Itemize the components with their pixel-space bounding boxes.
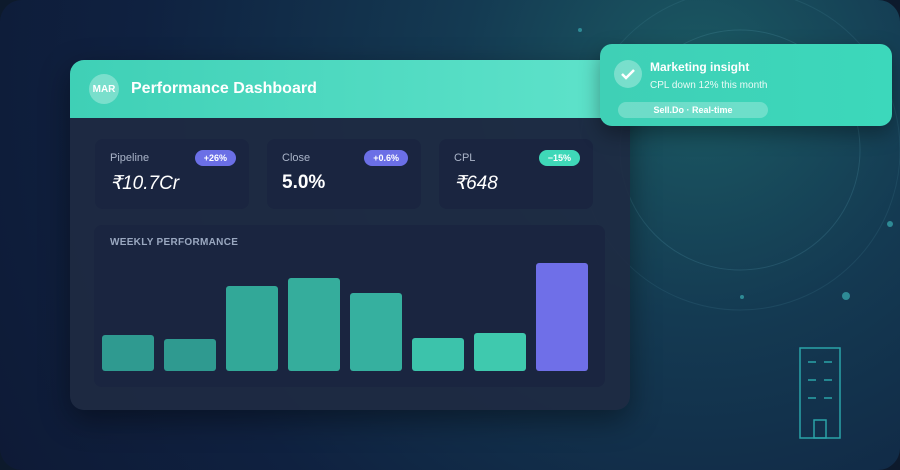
chart-panel: WEEKLY PERFORMANCE xyxy=(94,225,605,387)
kpi-card: Close 5.0% +0.6% xyxy=(267,139,421,209)
chart-title: WEEKLY PERFORMANCE xyxy=(110,237,239,248)
header: MAR Performance Dashboard xyxy=(70,60,630,118)
kpi-value: ₹10.7Cr xyxy=(110,173,180,194)
bar xyxy=(226,286,278,371)
kpi-badge: −15% xyxy=(538,150,580,166)
kpi-label: Pipeline xyxy=(110,152,150,164)
notification-title: Marketing insight xyxy=(650,60,750,74)
avatar: MAR xyxy=(89,74,119,104)
dashboard-card: MAR Performance Dashboard Pipeline ₹10.7C… xyxy=(70,60,630,410)
notification-tag: Sell.Do · Real-time xyxy=(618,102,768,118)
dashboard-title: Performance Dashboard xyxy=(131,80,317,97)
bar xyxy=(412,338,464,371)
notification[interactable]: Marketing insight CPL down 12% this mont… xyxy=(600,44,892,126)
kpi-card: Pipeline ₹10.7Cr +26% xyxy=(95,139,249,209)
kpi-label: CPL xyxy=(454,152,476,164)
bar xyxy=(536,263,588,371)
bar xyxy=(164,339,216,371)
bar-chart xyxy=(102,263,588,371)
bar xyxy=(474,333,526,371)
notification-text: CPL down 12% this month xyxy=(650,80,768,91)
check-icon xyxy=(614,60,642,88)
kpi-label: Close xyxy=(282,152,311,164)
kpi-badge: +0.6% xyxy=(364,150,408,166)
kpi-value: 5.0% xyxy=(282,172,326,193)
building-icon xyxy=(799,347,841,439)
kpi-badge: +26% xyxy=(194,150,236,166)
bar xyxy=(350,293,402,371)
bar xyxy=(102,335,154,371)
kpi-value: ₹648 xyxy=(454,173,498,194)
kpi-card: CPL ₹648 −15% xyxy=(439,139,593,209)
bar xyxy=(288,278,340,371)
